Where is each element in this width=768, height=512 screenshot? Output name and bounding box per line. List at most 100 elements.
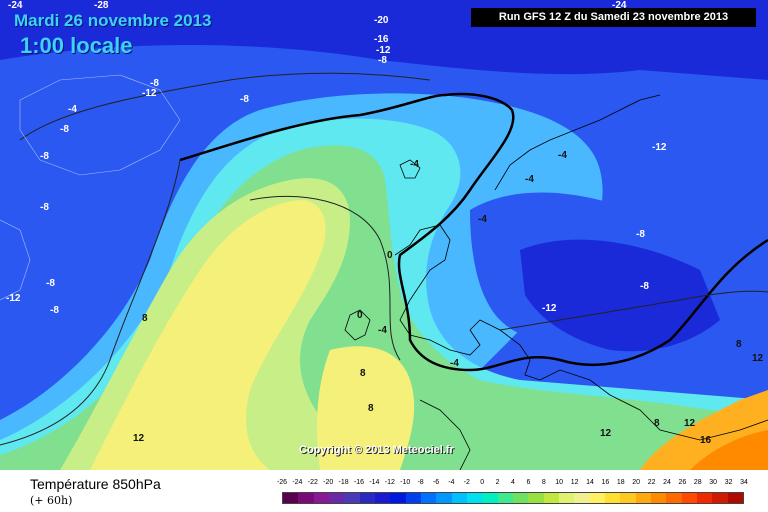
scale-tick-label: 14 (586, 479, 594, 486)
contour-label: 8 (368, 403, 374, 414)
scale-swatch (466, 493, 483, 503)
contour-label: 12 (752, 353, 764, 364)
scale-tick-label: 6 (526, 479, 531, 486)
scale-tick-label: -4 (448, 479, 455, 486)
contour-label: -8 (40, 202, 49, 213)
italy-coastline (419, 399, 471, 470)
scale-swatch (390, 493, 406, 503)
scale-tick-label: 16 (601, 479, 610, 486)
scale-swatch (451, 493, 467, 503)
scale-tick-label: -16 (353, 479, 365, 486)
scale-tick-label: -20 (323, 479, 334, 486)
contour-label: -8 (60, 124, 69, 135)
contour-label: -4 (378, 325, 387, 336)
contour-label: -8 (40, 151, 49, 162)
scale-tick-label: -12 (384, 479, 395, 486)
isoline (19, 72, 431, 141)
scale-tick-label: 12 (570, 479, 579, 486)
contour-label: 0 (357, 310, 363, 321)
scale-tick-label: 4 (511, 479, 515, 486)
scale-swatch (543, 493, 559, 503)
legend-footer: Température 850hPa (+ 60h) -26 -24 -22 -20-… (0, 470, 768, 512)
contour-label: -12 (376, 45, 391, 56)
scale-swatch (620, 493, 636, 503)
copyright: Copyright © 2013 Meteociel.fr (299, 444, 454, 456)
contour-label: 12 (600, 428, 612, 439)
scale-swatch (681, 493, 697, 503)
contour-label: -8 (46, 278, 55, 289)
scale-swatch (574, 493, 590, 503)
contour-label: 12 (133, 433, 145, 444)
contour-label: -24 (612, 0, 627, 11)
contour-label: -8 (636, 229, 645, 240)
contour-label: -4 (68, 104, 77, 115)
contour-label: 8 (736, 339, 742, 350)
scale-tick-label: 0 (480, 479, 485, 486)
contour-label: -8 (640, 281, 649, 292)
contour-label: -12 (542, 303, 557, 314)
scale-swatch (650, 493, 667, 503)
scale-swatch (374, 493, 391, 503)
scale-swatch (359, 493, 375, 503)
scale-tick-label: 34 (740, 479, 748, 486)
scale-swatch (328, 493, 345, 503)
scale-swatch (344, 493, 360, 503)
scale-tick-label: 10 (555, 479, 564, 486)
south-yellow-zone (317, 346, 415, 470)
contour-label: -12 (142, 88, 157, 99)
parameter-name: Température 850hPa (30, 476, 161, 492)
scale-tick-label: -22 (307, 479, 318, 486)
europe-coastline (394, 224, 768, 441)
scale-tick-label: 26 (678, 479, 687, 486)
yellow-zone (90, 200, 326, 470)
scale-tick-label: 20 (632, 479, 641, 486)
isoline (249, 195, 401, 361)
scale-swatch (283, 493, 299, 503)
scale-tick-label: 30 (709, 479, 718, 486)
scale-tick-label: -18 (338, 479, 349, 486)
forecast-lead: (+ 60h) (30, 494, 73, 507)
scale-swatch (696, 493, 713, 503)
faroe-coastline (399, 159, 421, 179)
contour-label: -8 (378, 55, 387, 66)
contour-label: -12 (652, 142, 667, 153)
scale-tick-label: 8 (541, 479, 546, 486)
canada-coastline (0, 219, 31, 301)
forecast-time: 1:00 locale (20, 33, 133, 58)
scale-tick-label: -8 (417, 479, 424, 486)
contour-label: 0 (387, 250, 393, 261)
scale-swatch (727, 493, 743, 503)
isoline (499, 290, 768, 331)
zero-isotherm (179, 92, 768, 372)
scale-tick-label: -6 (432, 479, 440, 486)
scale-swatch (604, 493, 621, 503)
scale-swatch (558, 493, 575, 503)
isoline (0, 159, 181, 446)
contour-label: -8 (150, 78, 159, 89)
scale-swatch (497, 493, 513, 503)
contour-label: -4 (525, 174, 534, 185)
scale-swatch (666, 493, 682, 503)
scale-swatch (528, 493, 544, 503)
contour-label: -24 (8, 0, 23, 11)
scale-swatch (589, 493, 605, 503)
color-scale-bar (282, 492, 744, 504)
scale-swatch (313, 493, 329, 503)
scale-swatch (298, 493, 314, 503)
island-coastline (344, 309, 371, 341)
scale-swatch (405, 493, 421, 503)
contour-label: -8 (240, 94, 249, 105)
scale-tick-label: -26 (276, 479, 288, 486)
scale-tick-label: 28 (693, 479, 702, 486)
scandinavia-coastline (494, 94, 661, 191)
contour-label: -4 (478, 214, 487, 225)
contour-label: 12 (684, 418, 696, 429)
scale-tick-label: 24 (663, 479, 671, 486)
scale-swatch (420, 493, 437, 503)
scale-swatch (436, 493, 452, 503)
scale-tick-label: 2 (495, 479, 500, 486)
contour-label: -12 (6, 293, 21, 304)
scale-tick-label: 32 (724, 479, 733, 486)
contour-label: -8 (50, 305, 59, 316)
color-scale-labels: -26 -24 -22 -20 -18 -16 -14 -12 -10 -8 -6 -4 -2 0 2 4 6 8… (277, 479, 748, 491)
